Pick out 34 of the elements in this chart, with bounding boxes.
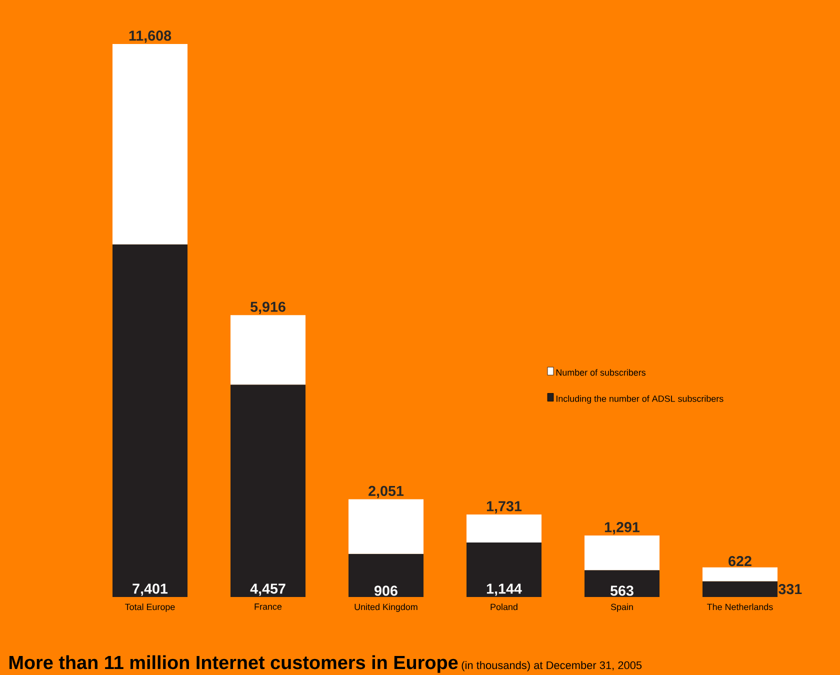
bar xyxy=(230,315,306,385)
bar xyxy=(112,44,188,244)
bar xyxy=(230,384,306,597)
bar xyxy=(584,535,660,570)
bar xyxy=(112,244,188,597)
legend-label: Number of subscribers xyxy=(556,369,646,376)
x-tick-label: Spain xyxy=(610,604,633,612)
data-label: 4,457 xyxy=(250,584,286,596)
bar xyxy=(348,554,424,597)
data-label: 1,144 xyxy=(486,584,522,596)
total-label: 622 xyxy=(728,556,752,566)
text: (in thousands) at December 31, 2005 xyxy=(462,661,642,672)
total-label: 2,051 xyxy=(368,486,404,498)
bar xyxy=(584,570,660,597)
legend-label: Including the number of ADSL subscribers xyxy=(556,395,724,404)
total-label: 5,916 xyxy=(250,302,286,314)
x-tick-label: The Netherlands xyxy=(707,604,773,610)
x-tick-label: Poland xyxy=(490,604,518,610)
total-label: 1,731 xyxy=(486,501,522,514)
bar xyxy=(348,499,424,554)
total-label: 1,291 xyxy=(604,522,640,534)
data-label: 7,401 xyxy=(132,584,168,596)
x-tick-label: Total Europe xyxy=(125,604,175,612)
x-tick-label: United Kingdom xyxy=(354,604,418,612)
data-label: 563 xyxy=(610,586,634,596)
bar xyxy=(702,581,778,597)
bar xyxy=(466,514,542,542)
bar xyxy=(702,567,778,582)
data-label: 906 xyxy=(374,586,398,596)
data-label: 331 xyxy=(778,584,802,594)
x-tick-label: France xyxy=(254,604,282,610)
text: More than 11 million Internet customers in Europe xyxy=(9,655,458,673)
bar xyxy=(466,542,542,597)
total-label: 11,608 xyxy=(129,30,172,43)
